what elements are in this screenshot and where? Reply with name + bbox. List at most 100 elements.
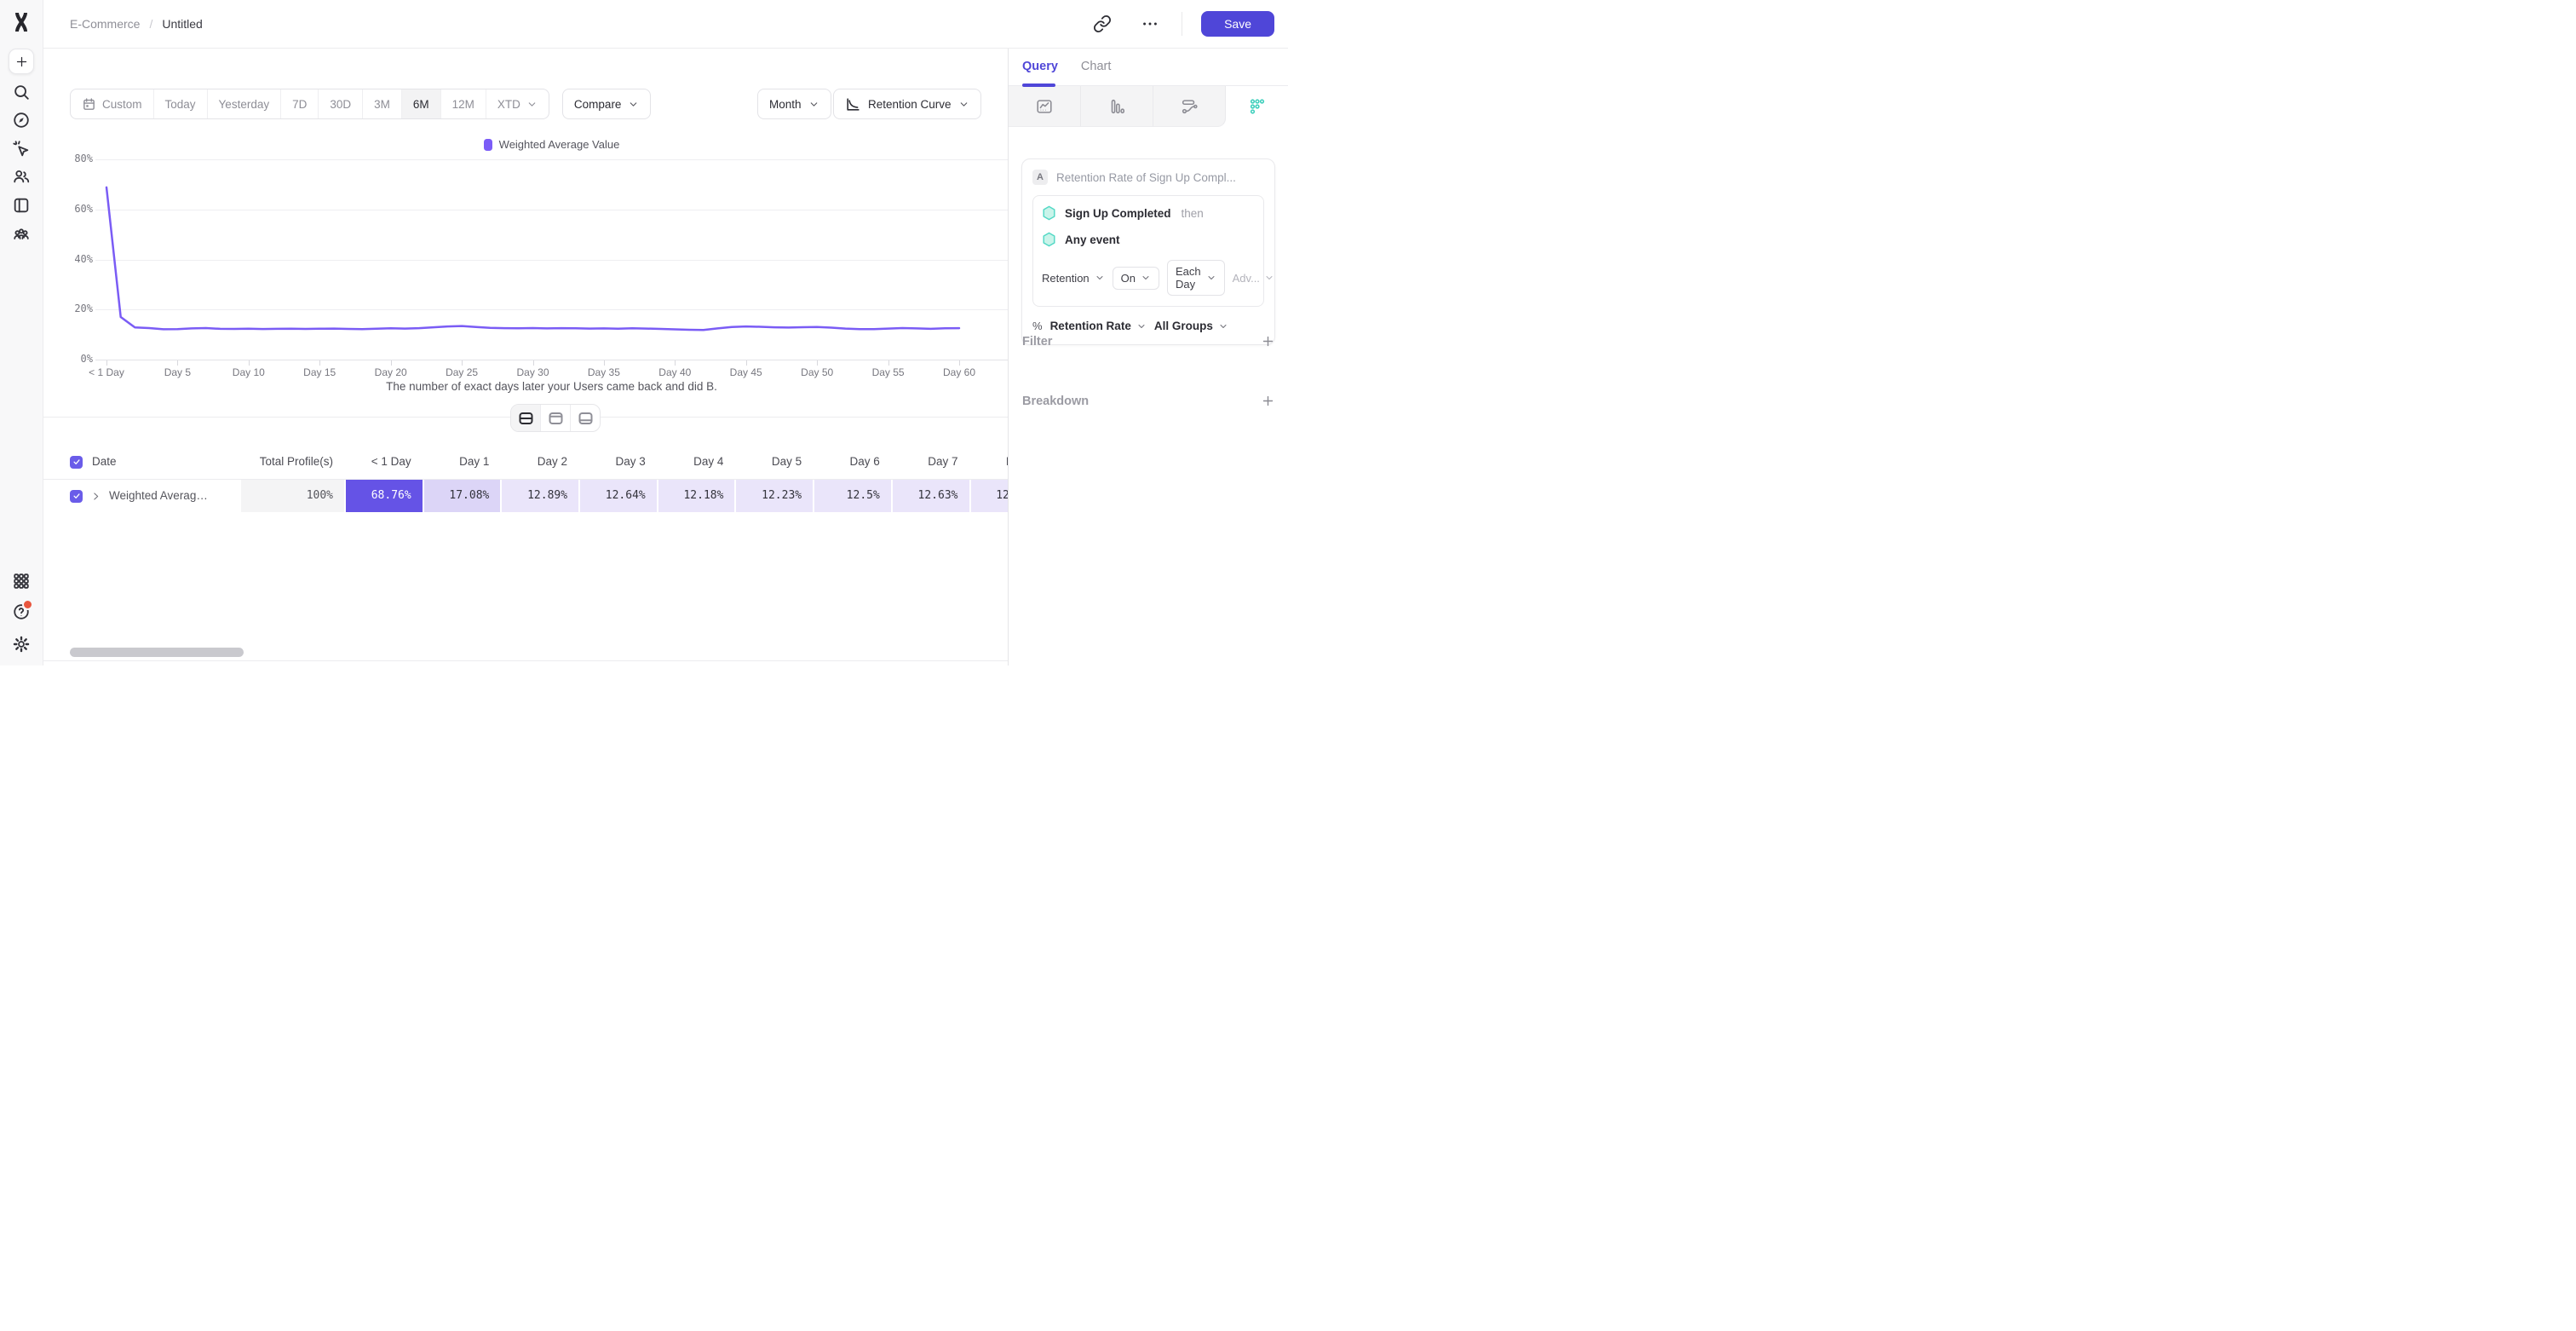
x-axis-tick xyxy=(532,360,534,366)
legend-swatch xyxy=(483,138,492,151)
active-tab-underline xyxy=(1022,84,1055,87)
retention-value-cell[interactable]: 12.63% xyxy=(890,480,969,512)
breadcrumb-report-title[interactable]: Untitled xyxy=(162,17,203,31)
chart-only-view-icon xyxy=(549,412,563,425)
groups-dropdown[interactable]: All Groups xyxy=(1154,320,1228,332)
horizontal-scrollbar-thumb[interactable] xyxy=(70,648,244,657)
save-button[interactable]: Save xyxy=(1201,11,1274,37)
x-axis-tick xyxy=(959,360,960,366)
range-7d[interactable]: 7D xyxy=(280,89,318,118)
range-12m[interactable]: 12M xyxy=(440,89,486,118)
copy-link-icon[interactable] xyxy=(1093,14,1112,33)
funnels-report-icon[interactable] xyxy=(1081,86,1153,127)
x-axis-label: Day 10 xyxy=(232,366,265,378)
expand-row-icon[interactable] xyxy=(90,491,101,502)
table-header-total-profile-s-: Total Profile(s) xyxy=(259,455,333,468)
range-30d[interactable]: 30D xyxy=(318,89,362,118)
x-axis-tick xyxy=(462,360,463,366)
retention-value-cell[interactable]: 17.08% xyxy=(422,480,501,512)
retention-type-dropdown[interactable]: Retention xyxy=(1042,272,1105,285)
chevron-down-icon xyxy=(958,99,969,110)
x-axis-label: Day 35 xyxy=(587,366,620,378)
range-today[interactable]: Today xyxy=(152,89,207,118)
top-actions: Save xyxy=(1093,0,1288,48)
query-panel: Query Chart A Retention Rate of Sign Up … xyxy=(1008,48,1288,666)
metric-dropdown[interactable]: Retention Rate xyxy=(1050,320,1147,332)
add-filter-icon[interactable] xyxy=(1261,334,1275,349)
retention-value-cell[interactable]: 12.5% xyxy=(813,480,891,512)
x-axis-label: Day 5 xyxy=(164,366,192,378)
table-header-day-5: Day 5 xyxy=(771,455,802,468)
select-all-checkbox[interactable] xyxy=(70,455,83,469)
retention-value-cell[interactable]: 12.64% xyxy=(578,480,657,512)
x-axis-label: Day 20 xyxy=(374,366,407,378)
x-axis-label: Day 50 xyxy=(801,366,834,378)
range-custom[interactable]: Custom xyxy=(71,89,153,118)
advanced-dropdown[interactable]: Adv... xyxy=(1233,272,1274,285)
search-icon[interactable] xyxy=(12,83,31,101)
first-event-name[interactable]: Sign Up Completed xyxy=(1065,206,1171,220)
retention-report-icon[interactable] xyxy=(1226,86,1288,127)
tab-query[interactable]: Query xyxy=(1022,60,1058,73)
events-cursor-icon[interactable] xyxy=(12,140,31,158)
interval-dropdown[interactable]: Each Day xyxy=(1167,260,1225,296)
insights-report-icon[interactable] xyxy=(1009,86,1081,127)
settings-gear-icon[interactable] xyxy=(12,635,31,654)
table-header-day-6: Day 6 xyxy=(849,455,880,468)
row-checkbox[interactable] xyxy=(70,489,83,503)
y-axis-label: 40% xyxy=(74,252,93,265)
users-icon[interactable] xyxy=(12,167,31,186)
row-label: Weighted Average ... xyxy=(109,489,213,502)
tab-chart[interactable]: Chart xyxy=(1080,60,1112,73)
event-hexagon-icon xyxy=(1042,205,1056,221)
x-axis-tick xyxy=(177,360,179,366)
panel-tabs: Query Chart xyxy=(1009,48,1288,87)
table-only-view-toggle[interactable] xyxy=(570,405,600,431)
breakdown-label: Breakdown xyxy=(1022,394,1090,408)
y-axis-label: 60% xyxy=(74,202,93,215)
add-breakdown-icon[interactable] xyxy=(1261,394,1275,408)
metric-row: % Retention Rate All Groups xyxy=(1032,320,1264,332)
retention-table-row: Weighted Average ... 100% 68.76% 17.08% 12.8… xyxy=(43,479,1008,512)
check-icon xyxy=(72,458,81,466)
flows-report-icon[interactable] xyxy=(1153,86,1226,127)
compare-button[interactable]: Compare xyxy=(561,89,652,119)
left-rail xyxy=(0,0,43,666)
range-3m[interactable]: 3M xyxy=(362,89,401,118)
on-dropdown[interactable]: On xyxy=(1112,266,1159,290)
range-xtd[interactable]: XTD xyxy=(485,89,549,118)
compass-icon[interactable] xyxy=(12,111,31,130)
breadcrumb-project[interactable]: E-Commerce xyxy=(70,17,141,31)
cohorts-icon[interactable] xyxy=(12,225,31,244)
retention-value-cell[interactable]: 12.18% xyxy=(656,480,735,512)
range-yesterday[interactable]: Yesterday xyxy=(206,89,281,118)
breakdown-section: Breakdown xyxy=(1022,394,1275,408)
table-header-day-4: Day 4 xyxy=(693,455,724,468)
range-6m[interactable]: 6M xyxy=(400,89,440,118)
retention-report-app: E-Commerce / Untitled Save Custom Today Ye… xyxy=(0,0,1288,666)
x-axis-label: Day 45 xyxy=(729,366,762,378)
chevron-down-icon xyxy=(1095,273,1105,283)
retention-value-cell[interactable]: 12.46% xyxy=(969,480,1008,512)
retention-value-cell[interactable]: 12.23% xyxy=(734,480,814,512)
boards-icon[interactable] xyxy=(12,196,31,215)
chart-type-button[interactable]: Retention Curve xyxy=(833,89,981,119)
help-icon[interactable] xyxy=(12,599,33,621)
granularity-button[interactable]: Month xyxy=(757,89,831,119)
retention-value-cell[interactable]: 100% xyxy=(239,480,344,512)
retention-table-header: Date Total Profile(s) < 1 Day Day 1 Day 2 Day… xyxy=(43,450,1008,474)
step-title[interactable]: Retention Rate of Sign Up Compl... xyxy=(1056,170,1236,184)
create-new-button[interactable] xyxy=(9,49,34,74)
event-hexagon-icon xyxy=(1042,232,1056,247)
apps-grid-icon[interactable] xyxy=(12,572,31,591)
return-event-name[interactable]: Any event xyxy=(1065,233,1120,246)
more-options-icon[interactable] xyxy=(1141,14,1159,33)
split-view-toggle[interactable] xyxy=(511,405,540,431)
report-main: Custom Today Yesterday 7D 30D 3M 6M 12M XTD Comp… xyxy=(43,48,1008,666)
chevron-down-icon xyxy=(1264,273,1274,283)
chart-only-view-toggle[interactable] xyxy=(540,405,570,431)
gridline-20% xyxy=(95,309,1008,311)
chevron-down-icon xyxy=(808,99,819,110)
retention-value-cell[interactable]: 12.89% xyxy=(500,480,579,512)
retention-value-cell[interactable]: 68.76% xyxy=(344,480,423,512)
